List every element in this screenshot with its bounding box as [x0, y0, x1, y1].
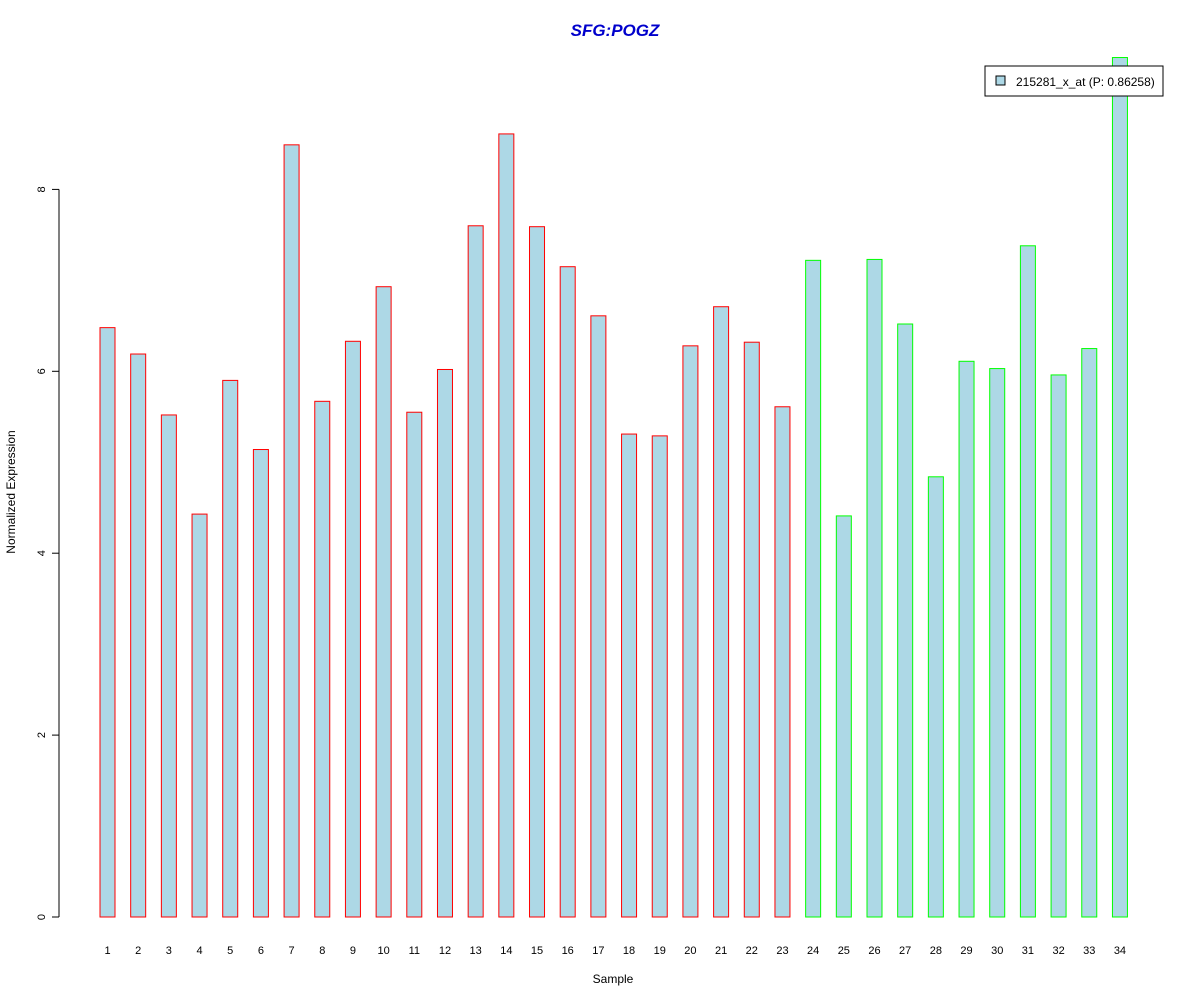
x-tick-label: 22 — [746, 945, 758, 957]
x-tick-label: 3 — [166, 945, 172, 957]
bar-sample-3 — [160, 414, 177, 918]
bar-sample-21 — [713, 306, 730, 918]
bar-sample-17 — [590, 315, 607, 918]
bar-sample-28 — [927, 476, 944, 918]
x-tick-label: 18 — [623, 945, 635, 957]
bar-sample-32 — [1050, 374, 1067, 918]
x-tick-label: 23 — [776, 945, 788, 957]
legend-label: 215281_x_at (P: 0.86258) — [1016, 75, 1155, 89]
x-tick-label: 29 — [960, 945, 972, 957]
x-tick-label: 7 — [289, 945, 295, 957]
bar-sample-26 — [866, 258, 883, 918]
x-tick-label: 13 — [470, 945, 482, 957]
x-tick-label: 25 — [838, 945, 850, 957]
x-tick-label: 14 — [500, 945, 512, 957]
bar-sample-23 — [774, 406, 791, 918]
x-tick-label: 19 — [654, 945, 666, 957]
x-tick-label: 9 — [350, 945, 356, 957]
x-tick-label: 4 — [196, 945, 202, 957]
x-tick-label: 26 — [868, 945, 880, 957]
x-tick-label: 34 — [1114, 945, 1126, 957]
bar-sample-8 — [314, 400, 331, 918]
chart-title: SFG:POGZ — [571, 21, 660, 40]
bar-sample-12 — [436, 368, 453, 918]
x-axis-tick-labels: 1 2 3 4 5 6 7 8 9 10 11 12 13 14 15 16 17 18 19 20 21 22 23 24 2… — [104, 945, 1126, 957]
legend: 215281_x_at (P: 0.86258) — [984, 65, 1164, 97]
x-tick-label: 12 — [439, 945, 451, 957]
bar-sample-7 — [283, 144, 300, 918]
x-tick-label: 20 — [684, 945, 696, 957]
x-tick-label: 11 — [409, 945, 420, 957]
bar-sample-29 — [958, 360, 975, 918]
bar-sample-16 — [559, 266, 576, 918]
bar-sample-27 — [897, 323, 914, 918]
x-tick-label: 16 — [562, 945, 574, 957]
bar-sample-24 — [805, 259, 822, 918]
bar-sample-22 — [743, 341, 760, 918]
legend-swatch — [995, 75, 1006, 86]
x-tick-label: 8 — [319, 945, 325, 957]
bar-sample-1 — [99, 327, 116, 918]
bar-sample-25 — [835, 515, 852, 918]
bar-sample-2 — [130, 353, 147, 918]
y-tick-label: 6 — [36, 368, 48, 374]
bar-sample-30 — [989, 368, 1006, 918]
y-tick-label: 4 — [36, 550, 48, 556]
bar-sample-20 — [682, 345, 699, 918]
bar-sample-10 — [375, 286, 392, 918]
bar-sample-9 — [344, 340, 361, 918]
bar-sample-5 — [222, 379, 239, 918]
x-tick-label: 6 — [258, 945, 264, 957]
x-tick-label: 1 — [104, 945, 110, 957]
x-tick-label: 10 — [377, 945, 389, 957]
bars — [99, 57, 1128, 918]
y-tick-label: 0 — [36, 914, 48, 920]
bar-sample-13 — [467, 225, 484, 918]
y-tick-label: 2 — [36, 732, 48, 738]
bar-sample-31 — [1019, 245, 1036, 918]
y-axis: 0 2 4 6 8 — [36, 186, 60, 920]
x-tick-label: 30 — [991, 945, 1003, 957]
bar-sample-14 — [498, 133, 515, 918]
x-tick-label: 17 — [592, 945, 604, 957]
x-tick-label: 5 — [227, 945, 233, 957]
bar-sample-18 — [621, 433, 638, 918]
x-tick-label: 33 — [1083, 945, 1095, 957]
x-tick-label: 27 — [899, 945, 911, 957]
x-tick-label: 21 — [715, 945, 727, 957]
x-tick-label: 31 — [1022, 945, 1034, 957]
bar-sample-34 — [1111, 57, 1128, 918]
x-tick-label: 2 — [135, 945, 141, 957]
x-tick-label: 28 — [930, 945, 942, 957]
legend-box — [984, 65, 1164, 97]
x-tick-label: 32 — [1052, 945, 1064, 957]
bar-sample-11 — [406, 411, 423, 918]
bar-sample-6 — [252, 449, 269, 918]
bar-sample-4 — [191, 513, 208, 918]
y-axis-label: Normalized Expression — [4, 430, 18, 553]
bar-sample-15 — [529, 226, 546, 918]
x-tick-label: 15 — [531, 945, 543, 957]
x-tick-label: 24 — [807, 945, 819, 957]
x-axis-label: Sample — [593, 972, 634, 986]
bar-sample-33 — [1081, 348, 1098, 918]
bar-sample-19 — [651, 435, 668, 918]
y-tick-label: 8 — [36, 186, 48, 192]
